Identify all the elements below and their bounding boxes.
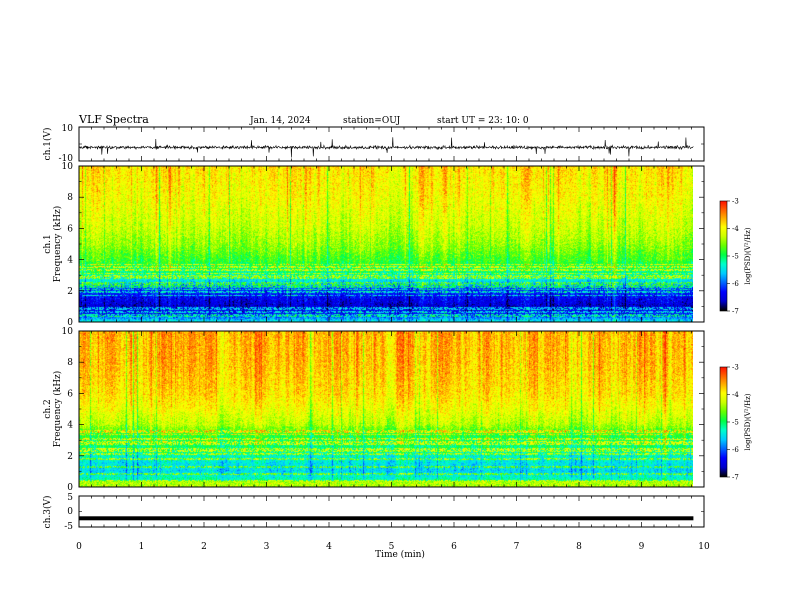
colorbar-tick-label: -5 xyxy=(732,419,739,427)
x-tick-label: 4 xyxy=(326,542,332,552)
y-tick-label: 4 xyxy=(67,256,73,266)
ch2-spectrogram-image xyxy=(79,331,693,487)
ch2-colorbar-label: log(PSD)(V²/Hz) xyxy=(744,393,752,450)
ch1-ytick-top: 10 xyxy=(62,124,74,134)
ch3-ytick-mid: 0 xyxy=(67,507,73,517)
ch3-waveform-panel: 5 0 -5 ch.3(V) xyxy=(42,493,705,532)
date-label: Jan. 14, 2024 xyxy=(249,116,311,126)
figure-title: VLF Spectra xyxy=(78,113,149,126)
y-tick-label: 2 xyxy=(67,452,73,462)
x-tick-label: 6 xyxy=(451,542,457,552)
y-tick-label: 10 xyxy=(62,327,74,337)
ch3-ytick-top: 5 xyxy=(67,493,73,503)
y-tick-label: 10 xyxy=(62,162,74,172)
colorbar-tick-label: -3 xyxy=(732,198,739,206)
x-tick-label: 1 xyxy=(139,542,145,552)
ch1-colorbar: -3 -4 -5 -6 -7 log(PSD)(V²/Hz) xyxy=(719,198,752,316)
y-tick-label: 0 xyxy=(67,318,73,328)
x-tick-label: 0 xyxy=(76,542,82,552)
y-tick-label: 8 xyxy=(67,358,73,368)
colorbar-tick-label: -6 xyxy=(732,446,739,454)
ch1-spectrogram-ylabel-channel: ch.1 xyxy=(43,234,53,253)
colorbar-tick-label: -7 xyxy=(732,308,739,316)
y-tick-label: 6 xyxy=(67,224,73,234)
y-tick-label: 8 xyxy=(67,193,73,203)
x-tick-label: 9 xyxy=(639,542,645,552)
x-tick-label: 7 xyxy=(514,542,520,552)
ch1-waveform-frame xyxy=(78,126,705,162)
x-axis-tick-labels: 0 1 2 3 4 5 6 7 8 9 10 xyxy=(76,542,710,552)
station-label: station=OUJ xyxy=(343,116,401,126)
ch1-spectrogram-panel: 0 2 4 6 8 10 ch.1 Frequency (kHz) xyxy=(43,162,705,328)
x-tick-label: 2 xyxy=(201,542,207,552)
ch1-colorbar-gradient xyxy=(720,201,727,311)
colorbar-tick-label: -4 xyxy=(732,391,739,399)
colorbar-tick-label: -4 xyxy=(732,225,739,233)
y-tick-label: 0 xyxy=(67,483,73,493)
ch2-colorbar-gradient xyxy=(720,367,727,477)
colorbar-tick-label: -7 xyxy=(732,474,739,482)
ch3-waveform-ylabel: ch.3(V) xyxy=(42,496,53,529)
x-tick-label: 10 xyxy=(698,542,710,552)
colorbar-tick-label: -3 xyxy=(732,364,739,372)
ch1-spectrogram-image xyxy=(79,166,693,322)
ch3-waveform-trace xyxy=(79,516,694,521)
ch1-waveform-trace xyxy=(78,137,694,158)
ch1-spectrogram-ylabel-frequency: Frequency (kHz) xyxy=(52,206,63,283)
ch1-waveform-line xyxy=(78,137,694,158)
start-time-label: start UT = 23: 10: 0 xyxy=(437,116,529,126)
ch1-waveform-panel: 10 -10 ch.1(V) xyxy=(42,124,705,164)
x-axis-label: Time (min) xyxy=(375,549,425,560)
y-tick-label: 2 xyxy=(67,287,73,297)
y-tick-label: 6 xyxy=(67,389,73,399)
colorbar-tick-label: -6 xyxy=(732,280,739,288)
ch1-ytick-bottom: -10 xyxy=(59,154,74,164)
ch3-ytick-bottom: -5 xyxy=(64,522,73,532)
x-tick-label: 3 xyxy=(264,542,270,552)
ch2-spectrogram-ylabel-channel: ch.2 xyxy=(43,399,53,418)
ch1-colorbar-label: log(PSD)(V²/Hz) xyxy=(744,227,752,284)
y-tick-label: 4 xyxy=(67,421,73,431)
colorbar-tick-label: -5 xyxy=(732,253,739,261)
ch2-spectrogram-panel: 0 2 4 6 8 10 ch.2 Frequency (kHz) xyxy=(43,327,705,493)
ch2-spectrogram-ylabel-frequency: Frequency (kHz) xyxy=(52,371,63,448)
x-tick-label: 8 xyxy=(576,542,582,552)
ch1-waveform-ylabel: ch.1(V) xyxy=(42,128,53,161)
x-tick-label: 5 xyxy=(389,542,395,552)
ch2-colorbar: -3 -4 -5 -6 -7 log(PSD)(V²/Hz) xyxy=(719,364,752,482)
